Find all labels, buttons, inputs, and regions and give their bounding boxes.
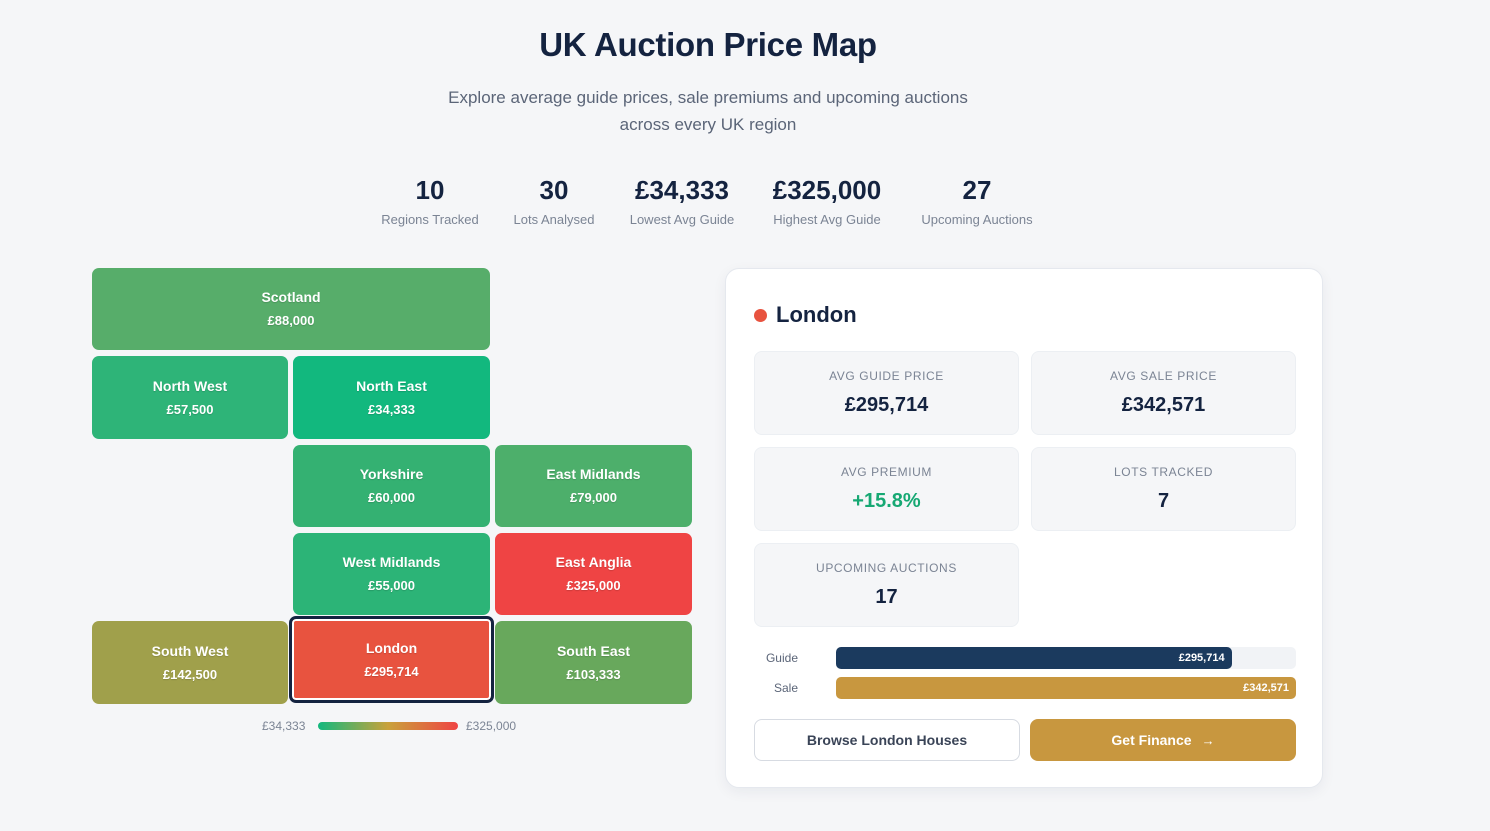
detail-header: London bbox=[754, 302, 857, 328]
bar-track: £295,714 bbox=[836, 647, 1296, 669]
region-tile-west-midlands[interactable]: West Midlands £55,000 bbox=[293, 533, 490, 615]
region-name: Scotland bbox=[261, 289, 321, 305]
region-tile-london[interactable]: London £295,714 bbox=[289, 616, 494, 703]
region-price: £79,000 bbox=[570, 490, 617, 505]
page-title: UK Auction Price Map bbox=[539, 26, 877, 63]
price-legend: £34,333 £325,000 bbox=[240, 718, 540, 734]
browse-houses-button[interactable]: Browse London Houses bbox=[754, 719, 1020, 761]
metric-value: £295,714 bbox=[844, 394, 929, 416]
bar-track: £342,571 bbox=[836, 677, 1296, 699]
page-subtitle: Explore average guide prices, sale premi… bbox=[420, 84, 996, 138]
region-price: £88,000 bbox=[267, 313, 315, 328]
metric-label: AVG GUIDE PRICE bbox=[829, 369, 944, 383]
stat-label: Highest Avg Guide bbox=[773, 212, 881, 227]
region-name: South East bbox=[556, 642, 631, 659]
metric-value: £342,571 bbox=[1121, 394, 1206, 416]
stat-lowest-avg-guide: £34,333 Lowest Avg Guide bbox=[597, 174, 767, 227]
region-price: £103,333 bbox=[566, 666, 621, 682]
region-tile-yorkshire[interactable]: Yorkshire £60,000 bbox=[293, 445, 490, 527]
region-name: West Midlands bbox=[342, 554, 441, 570]
guide-bar-fill: £295,714 bbox=[836, 647, 1232, 669]
region-price: £325,000 bbox=[566, 578, 621, 593]
region-name: London bbox=[365, 639, 418, 656]
region-tile-south-west[interactable]: South West £142,500 bbox=[92, 621, 288, 704]
region-name: East Anglia bbox=[555, 554, 632, 570]
region-name: South West bbox=[151, 642, 229, 659]
region-name: North West bbox=[152, 377, 228, 394]
region-color-dot bbox=[754, 308, 767, 322]
guide-bar-row: Guide £295,714 bbox=[754, 647, 1296, 669]
metric-value: 7 bbox=[1157, 490, 1170, 512]
stat-highest-avg-guide: £325,000 Highest Avg Guide bbox=[742, 174, 912, 227]
region-tile-east-anglia[interactable]: East Anglia £325,000 bbox=[495, 533, 692, 615]
metric-label: AVG SALE PRICE bbox=[1110, 369, 1217, 383]
stat-value: 30 bbox=[539, 175, 569, 205]
finance-button-label: Get Finance bbox=[1111, 732, 1192, 748]
bar-label: Guide bbox=[765, 651, 798, 665]
metric-label: UPCOMING AUCTIONS bbox=[816, 561, 957, 575]
detail-region-name: London bbox=[776, 302, 857, 327]
legend-min: £34,333 bbox=[262, 719, 306, 733]
stat-lots-analysed: 30 Lots Analysed bbox=[469, 174, 639, 227]
region-name: North East bbox=[356, 377, 427, 394]
sale-bar-row: Sale £342,571 bbox=[754, 677, 1296, 699]
region-tile-east-midlands[interactable]: East Midlands £79,000 bbox=[495, 445, 692, 527]
region-tile-north-east[interactable]: North East £34,333 bbox=[293, 356, 490, 439]
region-price: £57,500 bbox=[166, 401, 214, 417]
bar-label: Sale bbox=[773, 681, 798, 695]
region-price: £142,500 bbox=[162, 666, 218, 682]
metric-avg-premium: AVG PREMIUM +15.8% bbox=[754, 447, 1019, 531]
region-price: £34,333 bbox=[368, 401, 415, 417]
region-price: £55,000 bbox=[368, 578, 415, 593]
metric-avg-sale-price: AVG SALE PRICE £342,571 bbox=[1031, 351, 1296, 435]
metric-upcoming-auctions: UPCOMING AUCTIONS 17 bbox=[754, 543, 1019, 627]
arrow-right-icon: → bbox=[1201, 732, 1215, 748]
region-name: Yorkshire bbox=[359, 466, 424, 482]
stat-label: Lots Analysed bbox=[513, 212, 595, 227]
get-finance-button[interactable]: Get Finance → bbox=[1030, 719, 1296, 761]
metric-lots-tracked: LOTS TRACKED 7 bbox=[1031, 447, 1296, 531]
stat-value: 10 bbox=[415, 175, 445, 205]
legend-max: £325,000 bbox=[466, 719, 517, 733]
metric-value: +15.8% bbox=[852, 490, 921, 512]
metric-value: 17 bbox=[875, 586, 898, 608]
stat-value: £325,000 bbox=[772, 175, 882, 205]
region-detail-panel: London AVG GUIDE PRICE £295,714 AVG SALE… bbox=[725, 268, 1323, 788]
metric-label: LOTS TRACKED bbox=[1114, 465, 1213, 479]
stat-value: £34,333 bbox=[635, 175, 729, 205]
region-tile-scotland[interactable]: Scotland £88,000 bbox=[92, 268, 490, 350]
region-tile-north-west[interactable]: North West £57,500 bbox=[92, 356, 288, 439]
browse-button-label: Browse London Houses bbox=[806, 732, 968, 748]
region-price: £60,000 bbox=[368, 490, 415, 505]
legend-gradient-bar bbox=[318, 722, 458, 730]
subtitle-line-1: Explore average guide prices, sale premi… bbox=[448, 88, 968, 107]
stat-label: Regions Tracked bbox=[381, 212, 479, 227]
subtitle-line-2: across every UK region bbox=[619, 115, 797, 134]
metric-label: AVG PREMIUM bbox=[840, 465, 933, 479]
metric-avg-guide-price: AVG GUIDE PRICE £295,714 bbox=[754, 351, 1019, 435]
region-tile-south-east[interactable]: South East £103,333 bbox=[495, 621, 692, 704]
stat-label: Upcoming Auctions bbox=[921, 212, 1033, 227]
region-price: £295,714 bbox=[364, 663, 419, 679]
sale-bar-fill: £342,571 bbox=[836, 677, 1296, 699]
stat-upcoming-auctions: 27 Upcoming Auctions bbox=[892, 174, 1062, 227]
stat-value: 27 bbox=[962, 175, 992, 205]
stat-regions-tracked: 10 Regions Tracked bbox=[345, 174, 515, 227]
stat-label: Lowest Avg Guide bbox=[629, 212, 735, 227]
region-name: East Midlands bbox=[546, 466, 641, 482]
